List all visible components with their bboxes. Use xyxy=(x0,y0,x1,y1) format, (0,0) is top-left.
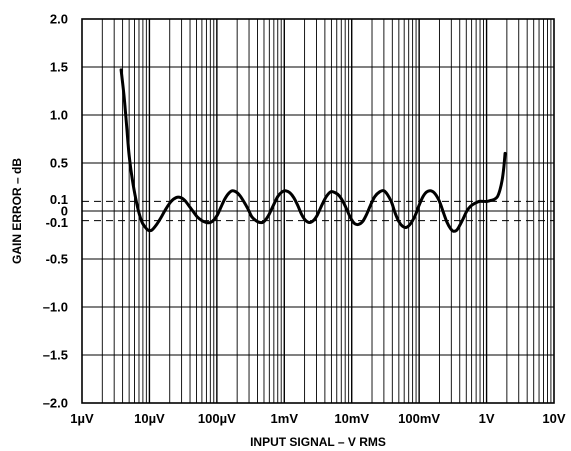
y-tick-labels: 2.0 1.5 1.0 0.5 0.10-0.1 -0.5 –1.0 –1.5 –2.0 xyxy=(43,12,68,411)
x-tick-label: 10µV xyxy=(134,411,165,426)
x-tick-label: 1mV xyxy=(271,411,299,426)
y-tick-label: 0.5 xyxy=(50,156,68,171)
y-tick-label: 1.5 xyxy=(50,60,68,75)
y-tick-label: 1.0 xyxy=(50,108,68,123)
x-tick-label: 10mV xyxy=(334,411,369,426)
y-tick-label: 2.0 xyxy=(50,12,68,27)
y-tick-label: 0 xyxy=(61,204,68,219)
x-tick-label: 10V xyxy=(542,411,565,426)
curve-layer xyxy=(119,68,507,233)
y-tick-label: –1.5 xyxy=(43,348,68,363)
x-tick-label: 1µV xyxy=(70,411,94,426)
y-tick-label: -0.1 xyxy=(46,215,68,230)
x-tick-labels: 1µV 10µV 100µV 1mV 10mV 100mV 1V 10V xyxy=(70,411,566,426)
y-axis-label: GAIN ERROR – dB xyxy=(10,158,24,264)
y-tick-label: -0.5 xyxy=(46,252,68,267)
x-tick-label: 100mV xyxy=(398,411,440,426)
gain-error-curve xyxy=(119,68,507,233)
y-tick-label: –2.0 xyxy=(43,396,68,411)
x-tick-label: 1V xyxy=(479,411,495,426)
y-tick-label: 0.1 xyxy=(50,192,68,207)
plot-frame xyxy=(81,18,555,404)
x-axis-label: INPUT SIGNAL – V RMS xyxy=(250,435,386,449)
x-tick-label: 100µV xyxy=(198,411,236,426)
y-tick-label: –1.0 xyxy=(43,300,68,315)
